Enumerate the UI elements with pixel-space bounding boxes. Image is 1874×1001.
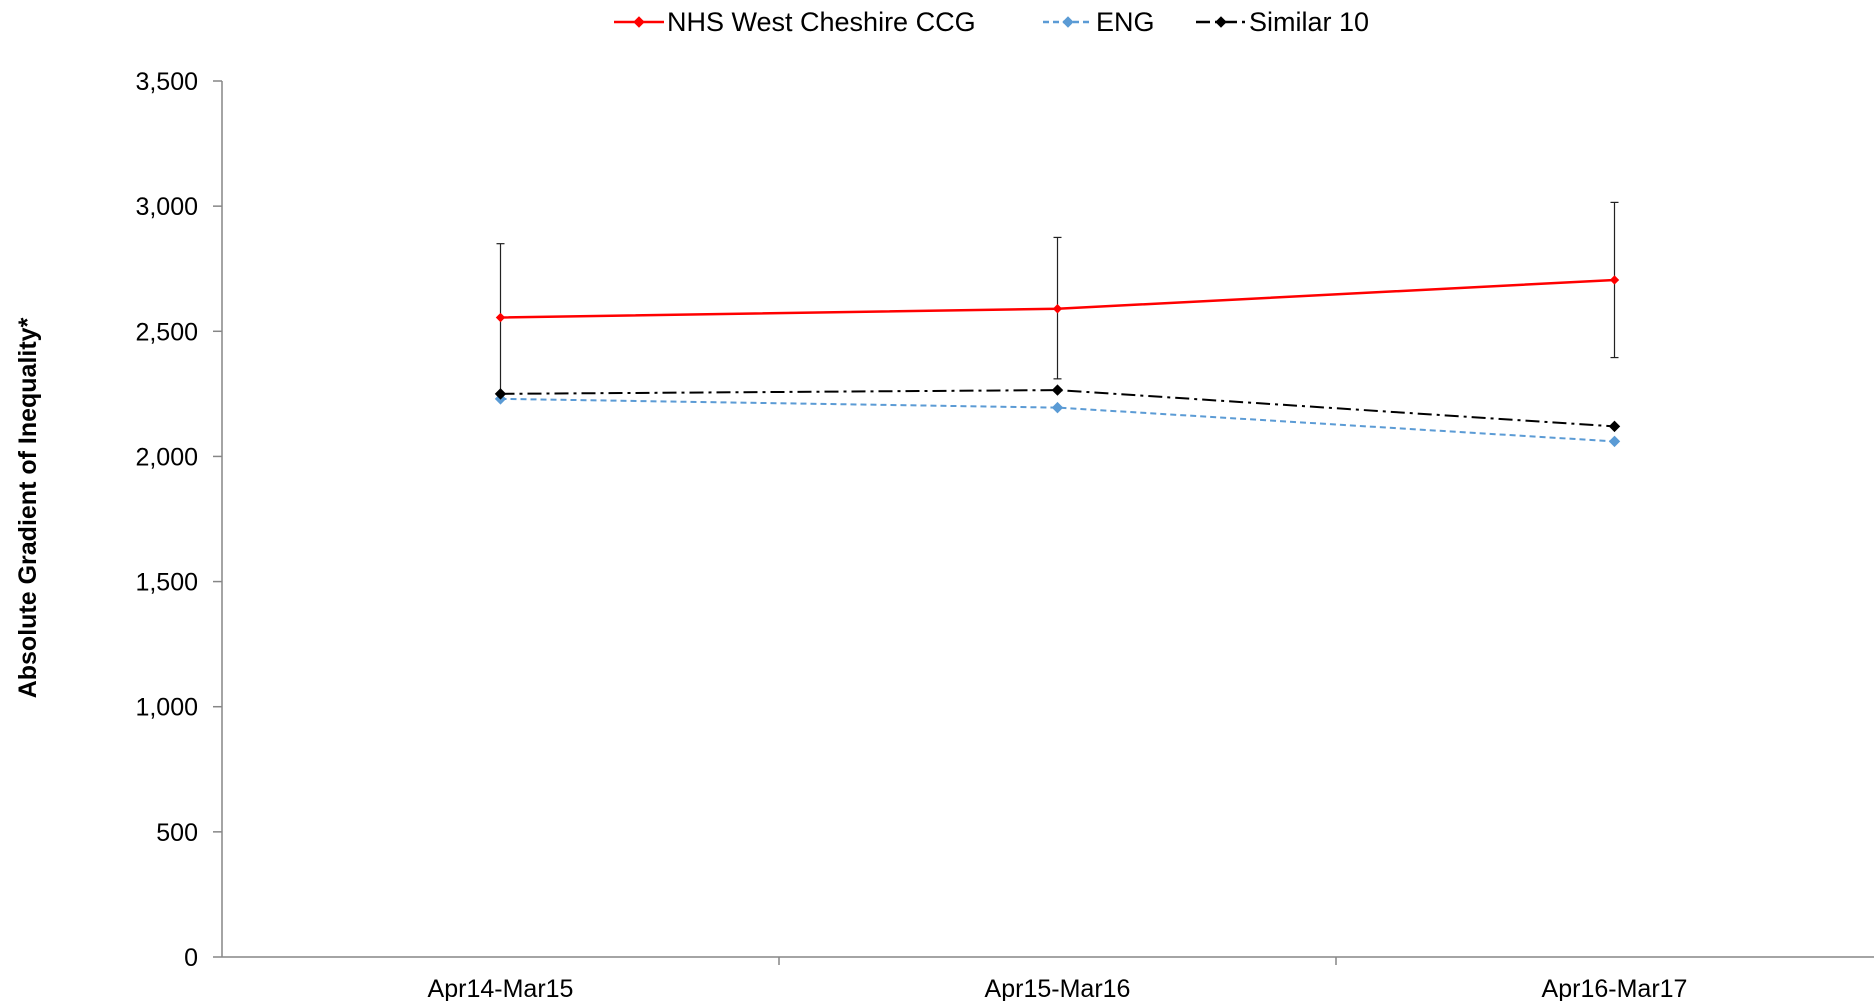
- legend-label: ENG: [1096, 7, 1155, 37]
- x-tick-label: Apr14-Mar15: [428, 975, 574, 1001]
- data-point: [1052, 304, 1063, 314]
- y-tick-label: 2,500: [135, 318, 198, 346]
- legend-label: Similar 10: [1249, 7, 1369, 37]
- y-tick-label: 3,500: [135, 68, 198, 96]
- legend-swatch-marker: [1062, 16, 1074, 28]
- series-lines: [494, 275, 1621, 448]
- data-point: [1051, 384, 1064, 396]
- y-axis-title: Absolute Gradient of Inequality*: [14, 317, 42, 698]
- y-tick-label: 1,500: [135, 569, 198, 597]
- data-point: [1608, 435, 1621, 448]
- data-point: [1608, 420, 1621, 433]
- data-point: [1051, 401, 1064, 414]
- y-tick-label: 500: [156, 819, 198, 847]
- axes: 0 500 1,000 1,500 2,000 2,500 3,000 3,500 Apr14-…: [135, 68, 1874, 1001]
- legend-swatch-marker: [633, 16, 645, 28]
- legend: NHS West Cheshire CCG ENG Similar 10: [614, 7, 1369, 37]
- data-point: [494, 388, 507, 400]
- y-tick-label: 0: [184, 944, 198, 972]
- y-tick-label: 1,000: [135, 694, 198, 722]
- x-tick-label: Apr15-Mar16: [985, 975, 1131, 1001]
- series-line: [500, 397, 1615, 443]
- data-point: [1609, 275, 1620, 285]
- y-tick-label: 3,000: [135, 193, 198, 221]
- data-point: [495, 312, 506, 323]
- series-line: [500, 389, 1615, 428]
- legend-label: NHS West Cheshire CCG: [667, 7, 976, 37]
- error-bars: [496, 201, 1619, 395]
- legend-swatch-marker: [1215, 16, 1227, 28]
- y-tick-label: 2,000: [135, 443, 198, 471]
- x-tick-label: Apr16-Mar17: [1542, 975, 1688, 1001]
